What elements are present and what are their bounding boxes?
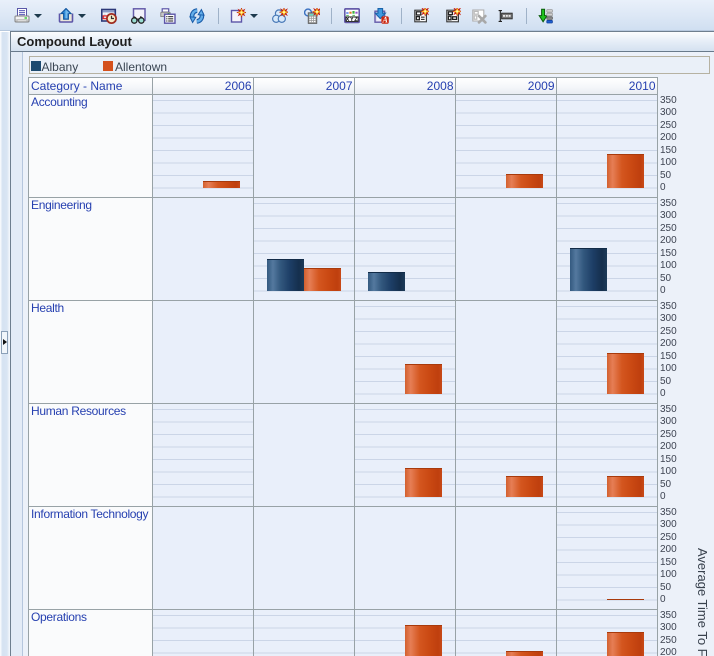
svg-text:A: A [382,15,389,24]
svg-text:XYZ: XYZ [346,17,359,23]
